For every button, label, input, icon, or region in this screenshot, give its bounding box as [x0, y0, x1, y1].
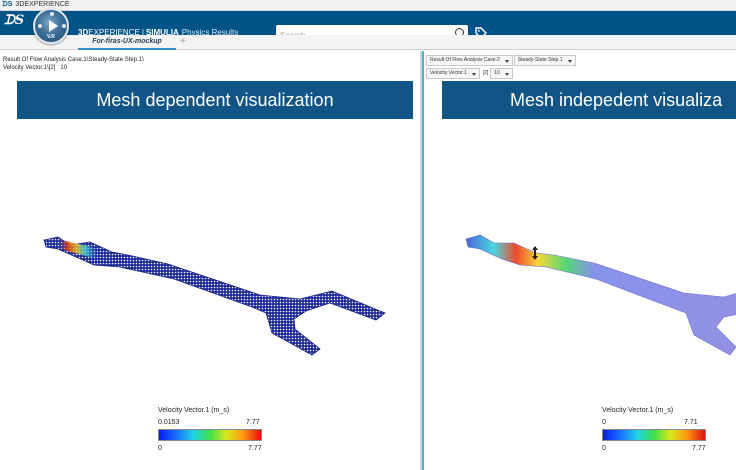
index-label: [2]	[482, 70, 489, 76]
brand-main: EXPERIENCE	[88, 28, 140, 37]
brand-prefix: 3D	[78, 28, 89, 37]
field-dropdown[interactable]: Velocity Vector.1	[426, 68, 480, 79]
compass-button[interactable]: V.R	[33, 8, 69, 44]
top-bar: ᗪS 3DEXPERIENCE | SIMULIA Physics Results	[0, 11, 736, 44]
right-legend-min-bottom: 0	[602, 445, 606, 452]
right-viewer-pane[interactable]: Result Of Flow Analysis Case.2 Steady-Sta…	[422, 51, 736, 470]
resize-cursor-icon	[532, 246, 538, 260]
left-legend-title: Velocity Vector.1 (m_s)	[158, 407, 230, 414]
mesh-geometry	[465, 234, 736, 356]
brand-product: SIMULIA	[145, 28, 179, 37]
left-banner: Mesh dependent visualization	[17, 81, 413, 119]
play-icon	[49, 20, 58, 32]
compass-dot-icon	[50, 12, 54, 16]
left-legend-min-bottom: 0	[158, 445, 162, 452]
dassault-logo-icon: ᗪS	[4, 13, 25, 28]
compass-dot-icon	[38, 24, 42, 28]
step-dropdown[interactable]: Steady-State Step.1	[513, 55, 576, 66]
mesh-dependent-plot[interactable]	[0, 151, 420, 381]
mesh-geometry	[43, 236, 386, 356]
brand-title: 3DEXPERIENCE | SIMULIA Physics Results	[78, 28, 238, 37]
index-dropdown[interactable]: 10	[490, 68, 513, 79]
field-selector-row: Velocity Vector.1 [2] 10	[426, 68, 514, 79]
window-titlebar: ᗪS 3DEXPERIENCE	[0, 0, 736, 11]
left-viewer-pane[interactable]: Result Of Flow Analysis Case.1\Steady-St…	[0, 51, 420, 470]
pane-divider[interactable]	[420, 51, 422, 470]
compass-version: V.R	[47, 34, 55, 40]
right-legend-title: Velocity Vector.1 (m_s)	[602, 407, 674, 414]
app-name: Physics Results	[181, 28, 239, 37]
compass-dot-icon	[62, 24, 66, 28]
tab-for-firas-ux-mockup[interactable]: For-firas-UX-mockup	[78, 35, 176, 50]
right-legend-min-top: 0	[602, 419, 606, 426]
result-path-value: 10	[60, 65, 68, 71]
right-legend-colorbar	[602, 429, 706, 441]
result-case-dropdown[interactable]: Result Of Flow Analysis Case.2	[426, 55, 513, 66]
result-path: Result Of Flow Analysis Case.1\Steady-St…	[3, 56, 144, 72]
result-selector-row: Result Of Flow Analysis Case.2 Steady-Sta…	[426, 55, 577, 66]
left-legend-colorbar	[158, 429, 262, 441]
brand-separator: |	[141, 28, 144, 37]
add-tab-button[interactable]: +	[180, 36, 186, 47]
left-legend-max-top: 7.77	[246, 419, 260, 426]
result-path-line2: Velocity Vector.1\[2]	[3, 65, 56, 71]
right-banner: Mesh indepedent visualiza	[442, 81, 736, 119]
ds-logo-icon: ᗪS	[2, 1, 13, 8]
mesh-independent-plot[interactable]	[424, 151, 736, 381]
result-path-line1: Result Of Flow Analysis Case.1\Steady-St…	[3, 57, 144, 63]
window-title: 3DEXPERIENCE	[15, 1, 70, 8]
tab-bar: For-firas-UX-mockup +	[0, 35, 736, 50]
high-velocity-region	[58, 239, 120, 265]
right-legend-max-top: 7.71	[684, 419, 698, 426]
left-legend-max-bottom: 7.77	[248, 445, 262, 452]
right-legend-max-bottom: 7.77	[692, 445, 706, 452]
left-legend-min-top: 0.0153	[158, 419, 180, 426]
